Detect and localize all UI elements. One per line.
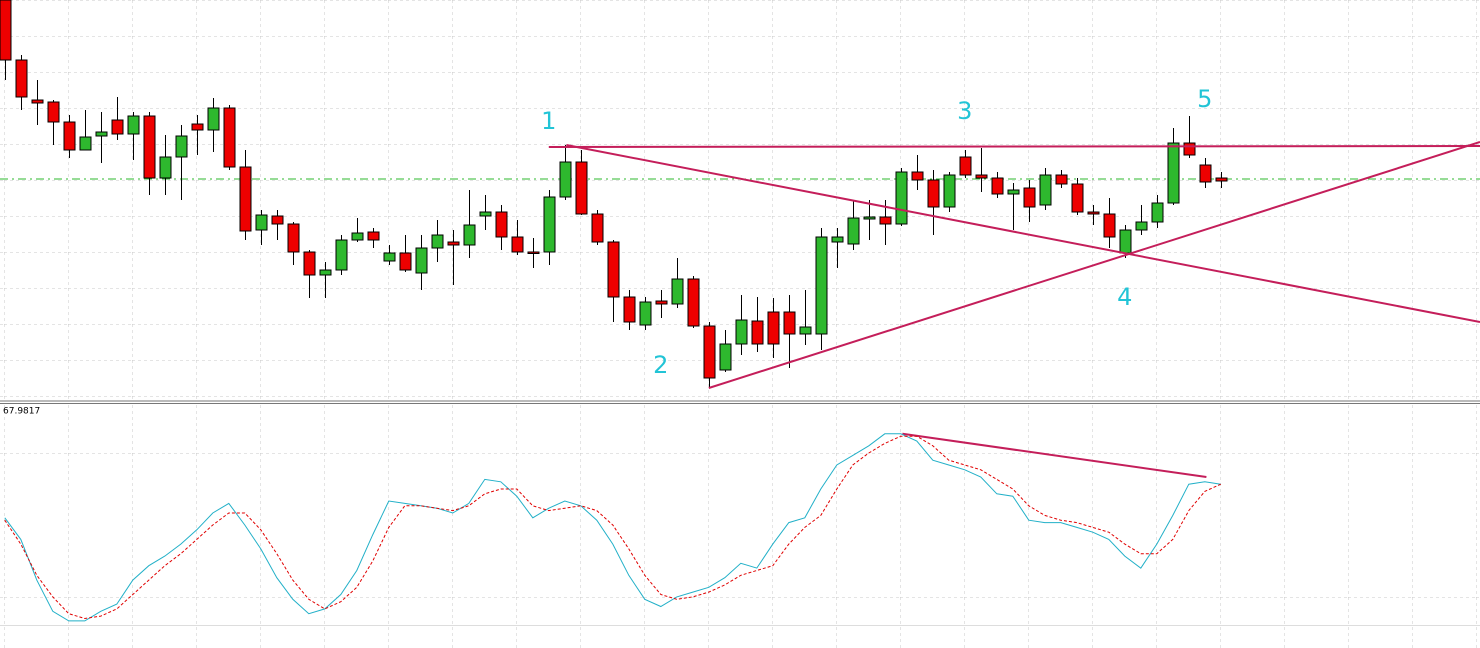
candle-body bbox=[1215, 177, 1228, 182]
candle-body bbox=[799, 326, 812, 335]
candle-body bbox=[703, 325, 716, 379]
candle-body bbox=[1103, 213, 1116, 238]
candle-body bbox=[335, 239, 348, 271]
candle-body bbox=[63, 121, 76, 151]
candle-body bbox=[207, 107, 220, 131]
candle-body bbox=[911, 171, 924, 181]
candle-body bbox=[687, 278, 700, 327]
candle-body bbox=[543, 196, 556, 253]
candle-body bbox=[959, 156, 972, 176]
candle-body bbox=[255, 214, 268, 231]
wave-label: 1 bbox=[541, 107, 556, 135]
candle-body bbox=[671, 278, 684, 305]
candle-body bbox=[863, 216, 876, 220]
candle-body bbox=[879, 216, 892, 225]
candle-body bbox=[143, 115, 156, 179]
candle-body bbox=[975, 174, 988, 179]
candle-body bbox=[1167, 142, 1180, 204]
candle-body bbox=[79, 136, 92, 151]
candle-body bbox=[431, 234, 444, 249]
candle-body bbox=[31, 99, 44, 104]
candle-body bbox=[943, 174, 956, 208]
candle-body bbox=[0, 0, 12, 61]
trend-line bbox=[548, 145, 1480, 148]
candle-body bbox=[815, 236, 828, 335]
candle-body bbox=[991, 177, 1004, 195]
indicator-value: 67.9817 bbox=[3, 407, 40, 417]
candle-body bbox=[559, 161, 572, 198]
candle-body bbox=[239, 166, 252, 232]
candle-body bbox=[735, 319, 748, 345]
candle-body bbox=[607, 241, 620, 298]
candle-body bbox=[1023, 187, 1036, 208]
candle-body bbox=[15, 59, 28, 98]
trend-line bbox=[902, 432, 1207, 478]
candle-body bbox=[751, 320, 764, 345]
candle-body bbox=[847, 217, 860, 245]
candle-body bbox=[527, 251, 540, 254]
candle-body bbox=[831, 236, 844, 243]
candle-body bbox=[111, 119, 124, 135]
candle-body bbox=[223, 107, 236, 168]
candle-body bbox=[351, 232, 364, 241]
candle-body bbox=[463, 224, 476, 246]
candle-body bbox=[175, 135, 188, 158]
candle-body bbox=[1007, 189, 1020, 195]
candle-body bbox=[191, 123, 204, 131]
candle-body bbox=[271, 215, 284, 225]
wave-label: 4 bbox=[1117, 283, 1132, 311]
wave-label: 2 bbox=[653, 351, 668, 379]
candle-body bbox=[719, 343, 732, 371]
candle-body bbox=[1151, 202, 1164, 223]
indicator-line bbox=[4, 433, 1221, 622]
candle-body bbox=[895, 171, 908, 225]
candle-body bbox=[1071, 183, 1084, 213]
wave-label: 3 bbox=[957, 97, 972, 125]
candle-body bbox=[623, 296, 636, 323]
candle-body bbox=[591, 213, 604, 243]
candle-body bbox=[783, 311, 796, 335]
candle-body bbox=[639, 301, 652, 326]
candle-body bbox=[495, 211, 508, 238]
candle-body bbox=[95, 131, 108, 137]
candle-body bbox=[1183, 142, 1196, 156]
candle-body bbox=[399, 252, 412, 271]
candle-body bbox=[479, 211, 492, 217]
candle-body bbox=[511, 236, 524, 253]
candle-body bbox=[447, 241, 460, 246]
candle-body bbox=[367, 231, 380, 241]
candle-body bbox=[1119, 229, 1132, 254]
candle-body bbox=[127, 115, 140, 135]
candle-body bbox=[303, 251, 316, 276]
indicator-line bbox=[4, 435, 1222, 620]
candle-body bbox=[1055, 174, 1068, 185]
candle-body bbox=[159, 156, 172, 179]
candle-body bbox=[287, 223, 300, 253]
sub-grid bbox=[0, 405, 1480, 648]
trend-line bbox=[566, 144, 1480, 323]
candle-body bbox=[1135, 221, 1148, 231]
candle-body bbox=[383, 252, 396, 262]
candle-body bbox=[767, 311, 780, 345]
candle-body bbox=[319, 269, 332, 276]
candle-body bbox=[655, 300, 668, 305]
candle-body bbox=[1039, 174, 1052, 206]
candle-body bbox=[927, 179, 940, 208]
candle-body bbox=[1087, 211, 1100, 215]
wave-label: 5 bbox=[1197, 85, 1212, 113]
candle-body bbox=[47, 101, 60, 123]
trend-line bbox=[708, 141, 1480, 389]
candle-body bbox=[415, 247, 428, 274]
candle-body bbox=[575, 161, 588, 215]
candle-body bbox=[1199, 164, 1212, 183]
